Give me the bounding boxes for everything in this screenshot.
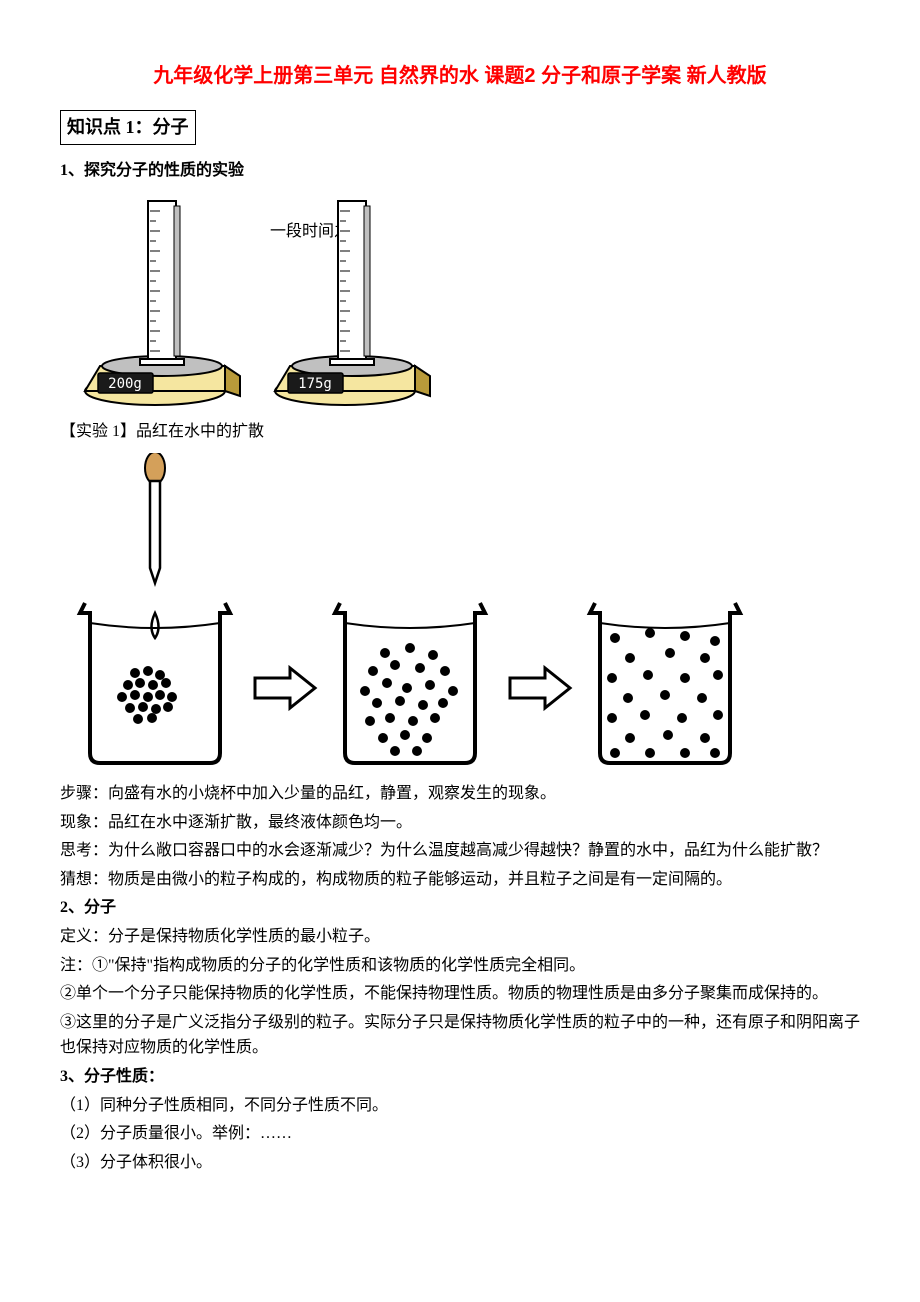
page-title: 九年级化学上册第三单元 自然界的水 课题2 分子和原子学案 新人教版: [60, 60, 860, 92]
definition-text: 定义：分子是保持物质化学性质的最小粒子。: [60, 924, 860, 950]
note-1: 注：①"保持"指构成物质的分子的化学性质和该物质的化学性质完全相同。: [60, 953, 860, 979]
note-3: ③这里的分子是广义泛指分子级别的粒子。实际分子只是保持物质化学性质的粒子中的一种…: [60, 1010, 860, 1061]
phenomenon-text: 现象：品红在水中逐渐扩散，最终液体颜色均一。: [60, 810, 860, 836]
guess-text: 猜想：物质是由微小的粒子构成的，构成物质的粒子能够运动，并且粒子之间是有一定间隔…: [60, 867, 860, 893]
item-1: 1、探究分子的性质的实验: [60, 158, 860, 184]
note-2: ②单个一个分子只能保持物质的化学性质，不能保持物理性质。物质的物理性质是由多分子…: [60, 981, 860, 1007]
figure-diffusion: [60, 453, 860, 773]
figure-scales: 200g 一段时间之后 175g: [60, 191, 860, 411]
think-text: 思考：为什么敞口容器口中的水会逐渐减少？为什么温度越高减少得越快？静置的水中，品…: [60, 838, 860, 864]
item-3: 3、分子性质：: [60, 1064, 860, 1090]
experiment-1-label: 【实验 1】品红在水中的扩散: [60, 419, 860, 445]
scale-display-1: 200g: [108, 376, 142, 392]
prop-3: （3）分子体积很小。: [60, 1150, 860, 1176]
item-2: 2、分子: [60, 895, 860, 921]
prop-1: （1）同种分子性质相同，不同分子性质不同。: [60, 1093, 860, 1119]
steps-text: 步骤：向盛有水的小烧杯中加入少量的品红，静置，观察发生的现象。: [60, 781, 860, 807]
prop-2: （2）分子质量很小。举例：……: [60, 1121, 860, 1147]
scale-display-2: 175g: [298, 376, 332, 392]
section-heading: 知识点 1：分子: [60, 110, 196, 145]
